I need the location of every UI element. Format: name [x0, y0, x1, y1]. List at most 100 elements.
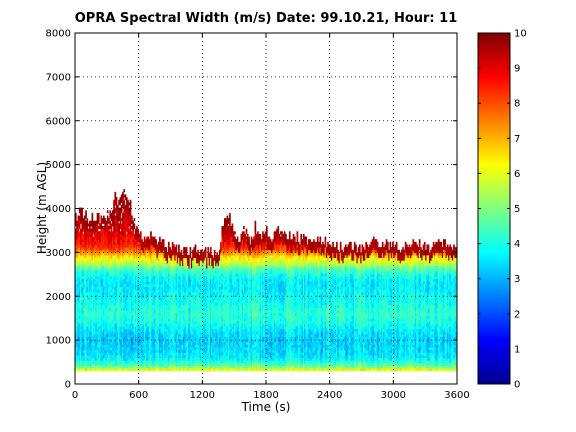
heatmap-cell: [118, 233, 120, 237]
heatmap-cell: [111, 339, 114, 343]
heatmap-cell: [131, 276, 133, 280]
heatmap-cell: [110, 276, 113, 280]
heatmap-cell: [80, 323, 82, 327]
heatmap-cell: [104, 249, 106, 253]
heatmap-cell: [113, 278, 115, 282]
heatmap-cell: [89, 357, 91, 361]
heatmap-cell: [127, 302, 129, 306]
heatmap-cell: [82, 260, 85, 264]
heatmap-cell: [128, 283, 131, 287]
heatmap-cell: [81, 212, 84, 216]
heatmap-cell: [82, 339, 85, 343]
heatmap-cell: [110, 262, 113, 266]
heatmap-cell: [81, 255, 84, 259]
heatmap-cell: [125, 260, 128, 264]
heatmap-cell: [110, 231, 113, 235]
heatmap-cell: [76, 236, 78, 240]
heatmap-cell: [77, 239, 80, 243]
heatmap-cell: [77, 281, 80, 285]
heatmap-cell: [75, 265, 77, 269]
heatmap-cell: [87, 291, 90, 295]
heatmap-cell: [86, 249, 89, 253]
heatmap-cell: [78, 310, 81, 314]
heatmap-cell: [131, 220, 133, 224]
heatmap-cell: [108, 247, 110, 251]
heatmap-cell: [131, 362, 133, 366]
heatmap-cell: [91, 355, 94, 359]
heatmap-cell: [120, 265, 123, 269]
heatmap-cell: [120, 283, 123, 287]
heatmap-cell: [106, 357, 109, 361]
heatmap-cell: [119, 365, 122, 369]
heatmap-cell: [101, 265, 104, 269]
heatmap-cell: [132, 228, 134, 232]
heatmap-cell: [117, 336, 119, 340]
heatmap-cell: [104, 297, 106, 301]
heatmap-cell: [111, 223, 114, 227]
heatmap-cell: [119, 294, 122, 298]
heatmap-cell: [90, 341, 92, 345]
heatmap-cell: [127, 291, 129, 295]
heatmap-cell: [86, 299, 89, 303]
heatmap-cell: [131, 355, 133, 359]
heatmap-cell: [111, 236, 114, 240]
heatmap-cell: [78, 268, 81, 272]
heatmap-cell: [122, 215, 124, 219]
heatmap-cell: [87, 368, 90, 372]
heatmap-cell: [120, 247, 123, 251]
heatmap-cell: [119, 215, 122, 219]
heatmap-cell: [76, 286, 78, 290]
heatmap-cell: [101, 312, 104, 316]
heatmap-cell: [76, 336, 78, 340]
heatmap-cell: [117, 247, 119, 251]
heatmap-cell: [125, 223, 128, 227]
heatmap-cell: [91, 352, 94, 356]
heatmap-cell: [75, 252, 77, 256]
heatmap-cell: [113, 302, 115, 306]
heatmap-cell: [82, 320, 85, 324]
heatmap-cell: [92, 297, 95, 301]
heatmap-cell: [77, 331, 80, 335]
heatmap-cell: [111, 315, 114, 319]
heatmap-cell: [105, 347, 108, 351]
heatmap-cell: [124, 215, 127, 219]
heatmap-cell: [113, 257, 115, 261]
heatmap-cell: [189, 252, 192, 256]
heatmap-cell: [123, 315, 126, 319]
heatmap-cell: [108, 281, 110, 285]
heatmap-cell: [119, 281, 122, 285]
heatmap-cell: [111, 210, 114, 214]
heatmap-cell: [82, 247, 85, 251]
heatmap-cell: [96, 247, 99, 251]
heatmap-cell: [119, 357, 122, 361]
heatmap-cell: [123, 226, 126, 230]
heatmap-cell: [95, 260, 98, 264]
heatmap-cell: [114, 318, 117, 322]
heatmap-cell: [82, 333, 85, 338]
heatmap-cell: [95, 226, 98, 230]
heatmap-cell: [127, 299, 129, 303]
heatmap-cell: [106, 223, 109, 227]
heatmap-cell: [85, 360, 87, 364]
heatmap-cell: [129, 210, 132, 214]
heatmap-cell: [100, 333, 103, 338]
heatmap-cell: [101, 252, 104, 256]
heatmap-cell: [123, 362, 126, 366]
heatmap-cell: [124, 323, 127, 327]
heatmap-cell: [106, 339, 109, 343]
heatmap-cell: [92, 236, 95, 240]
heatmap-cell: [110, 215, 113, 219]
heatmap-cell: [96, 323, 99, 327]
heatmap-cell: [78, 226, 81, 230]
heatmap-cell: [76, 347, 78, 351]
heatmap-cell: [89, 233, 91, 237]
heatmap-cell: [95, 223, 98, 227]
heatmap-cell: [114, 191, 117, 195]
heatmap-cell: [122, 281, 124, 285]
heatmap-cell: [83, 281, 86, 285]
heatmap-cell: [111, 215, 114, 219]
heatmap-cell: [81, 357, 84, 361]
heatmap-cell: [123, 228, 126, 232]
heatmap-cell: [95, 294, 98, 298]
heatmap-cell: [128, 276, 131, 280]
